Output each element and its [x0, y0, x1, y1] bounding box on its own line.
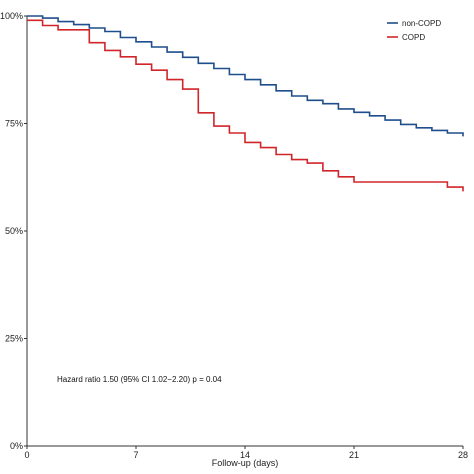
legend-label: COPD [402, 33, 425, 42]
chart-legend: non-COPD COPD [387, 19, 441, 42]
chart-ticks: 0 7 14 21 28 0% 25% 50% 75% 100% [0, 11, 468, 460]
x-tick-label: 0 [24, 450, 29, 460]
x-axis-title: Follow-up (days) [212, 458, 279, 468]
x-tick-label: 14 [240, 450, 250, 460]
hazard-ratio-annotation: Hazard ratio 1.50 (95% CI 1.02−2.20) p =… [57, 375, 222, 384]
x-tick-label: 28 [458, 450, 468, 460]
series-line-copd [27, 19, 464, 192]
y-tick-label: 75% [5, 119, 23, 129]
legend-label: non-COPD [402, 19, 441, 28]
y-tick-label: 25% [5, 334, 23, 344]
y-tick-label: 0% [10, 441, 23, 451]
x-tick-label: 21 [349, 450, 359, 460]
x-tick-label: 7 [133, 450, 138, 460]
y-tick-label: 100% [0, 11, 23, 21]
series-line-non-copd [27, 15, 464, 137]
y-tick-label: 50% [5, 226, 23, 236]
chart-series [27, 15, 464, 192]
